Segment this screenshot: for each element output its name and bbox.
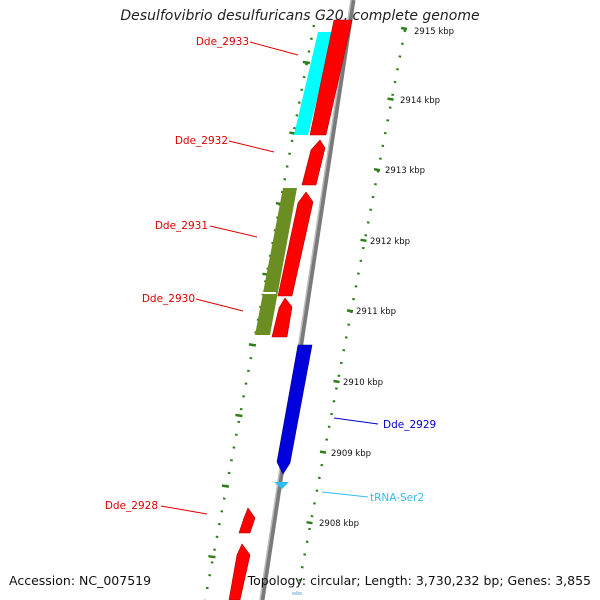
left-major-tick — [235, 413, 243, 418]
label-dde-2929[interactable]: Dde_2929 — [383, 419, 436, 431]
right-major-tick — [387, 97, 394, 101]
dde-2932-arrow[interactable] — [301, 139, 326, 186]
dde-2933-arrow[interactable] — [309, 19, 353, 136]
leader-dde-2930 — [195, 298, 244, 312]
scale-label-2911: 2911 kbp — [356, 307, 396, 317]
dde-2931-arrow[interactable] — [277, 191, 314, 297]
dde-2929-arrow[interactable] — [276, 344, 313, 475]
label-trna-ser2[interactable]: tRNA-Ser2 — [370, 492, 424, 504]
olive-gene-block[interactable] — [255, 188, 297, 335]
kbp-tick-marks — [208, 26, 408, 559]
left-major-tick — [302, 60, 311, 65]
genome-backbone — [259, 0, 356, 600]
label-dde-2928[interactable]: Dde_2928 — [105, 500, 158, 512]
scale-label-2908: 2908 kbp — [319, 519, 359, 529]
scale-label-2913: 2913 kbp — [385, 166, 425, 176]
right-major-tick — [400, 26, 408, 31]
scale-label-2910: 2910 kbp — [343, 378, 383, 388]
right-major-tick — [360, 238, 367, 243]
left-major-tick — [208, 554, 216, 559]
label-dde-2933[interactable]: Dde_2933 — [196, 36, 249, 48]
right-major-tick — [373, 167, 381, 172]
leader-dde-2932 — [228, 140, 275, 153]
next-gene-arrow[interactable] — [228, 543, 251, 600]
label-dde-2932[interactable]: Dde_2932 — [175, 135, 228, 147]
next-feature-stub — [292, 592, 302, 595]
left-major-tick — [248, 343, 257, 347]
map-title: Desulfovibrio desulfuricans G20, complet… — [120, 8, 480, 24]
left-major-tick — [221, 484, 230, 488]
dde-2928-arrow[interactable] — [238, 507, 256, 534]
scale-label-2912: 2912 kbp — [370, 237, 410, 247]
leader-dde-2929 — [333, 417, 379, 425]
genome-summary-text: Topology: circular; Length: 3,730,232 bp… — [247, 573, 591, 588]
trna-ser2-marker[interactable] — [274, 482, 289, 489]
accession-text: Accession: NC_007519 — [9, 573, 152, 588]
scale-label-2909: 2909 kbp — [331, 449, 371, 459]
leader-dde-2931 — [209, 225, 258, 238]
scale-label-2914: 2914 kbp — [400, 96, 440, 106]
cyan-gene-block[interactable] — [294, 32, 334, 135]
right-major-tick — [306, 520, 313, 525]
label-dde-2930[interactable]: Dde_2930 — [142, 293, 195, 305]
leader-trna-ser2 — [321, 491, 369, 498]
scale-label-2915: 2915 kbp — [414, 27, 454, 37]
leader-dde-2933 — [249, 41, 299, 56]
right-major-tick — [319, 450, 327, 454]
leader-dde-2928 — [160, 505, 208, 515]
genome-backbone-highlight — [259, 0, 352, 600]
right-major-tick — [346, 309, 354, 313]
dde-2930-arrow[interactable] — [271, 297, 293, 338]
label-dde-2931[interactable]: Dde_2931 — [155, 220, 208, 232]
right-major-tick — [333, 379, 340, 384]
